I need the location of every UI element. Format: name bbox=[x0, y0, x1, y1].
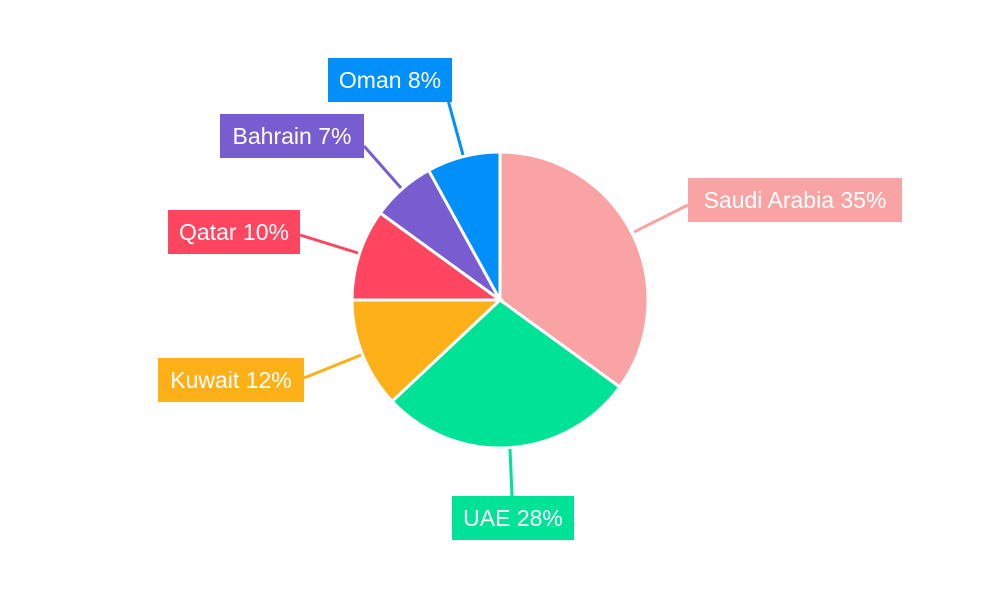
data-label-oman: Oman 8% bbox=[328, 58, 452, 102]
data-label-qatar: Qatar 10% bbox=[168, 210, 300, 254]
pie-slice-kuwait[interactable] bbox=[350, 298, 504, 404]
data-label-uae: UAE 28% bbox=[452, 496, 574, 540]
leader-line-oman bbox=[446, 99, 465, 156]
leader-line-bahrain bbox=[362, 145, 403, 189]
leader-line-saudi-arabia bbox=[633, 203, 689, 234]
pie-slice-oman[interactable] bbox=[426, 150, 502, 301]
data-label-kuwait: Kuwait 12% bbox=[158, 358, 304, 402]
leader-line-kuwait bbox=[303, 353, 362, 380]
leader-line-uae bbox=[508, 448, 514, 497]
pie-slice-uae[interactable] bbox=[389, 298, 622, 450]
leader-line-qatar bbox=[299, 233, 359, 255]
pie-slice-qatar[interactable] bbox=[350, 210, 505, 302]
data-label-bahrain: Bahrain 7% bbox=[220, 114, 364, 158]
pie-slice-saudi-arabia[interactable] bbox=[498, 150, 650, 390]
data-label-saudi-arabia: Saudi Arabia 35% bbox=[688, 178, 902, 222]
